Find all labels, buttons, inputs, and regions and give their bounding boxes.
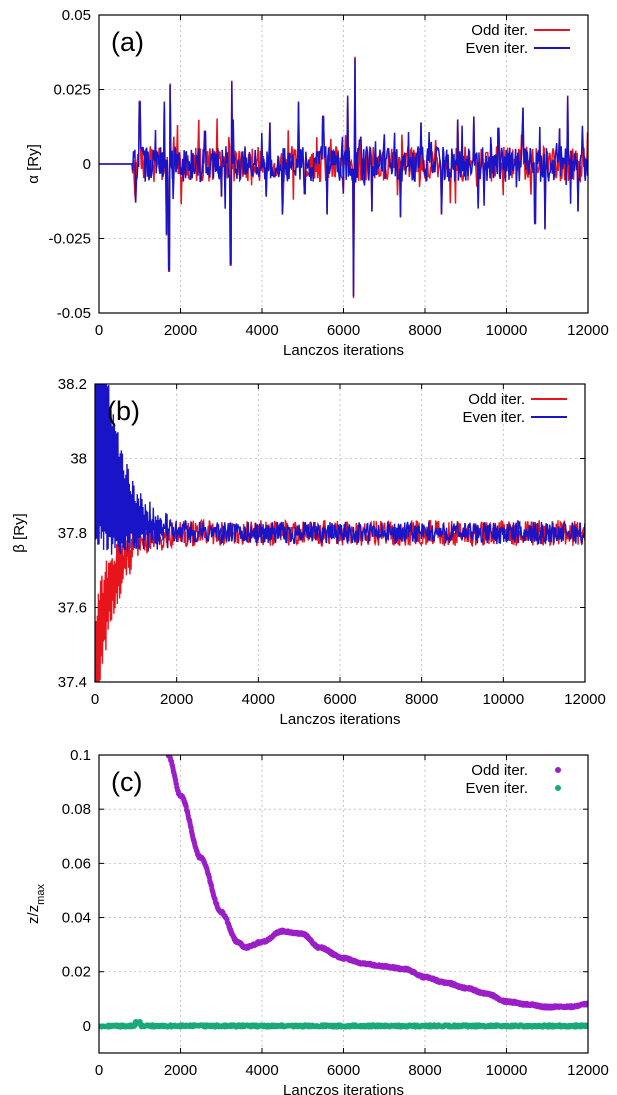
x-tick-label: 2000 <box>164 1062 197 1079</box>
y-tick-label: 37.8 <box>58 525 87 542</box>
panel-label: (c) <box>111 767 142 797</box>
y-tick-label: 0.08 <box>62 801 91 818</box>
legend-label-odd: Odd iter. <box>471 762 528 779</box>
x-axis-title: Lanczos iterations <box>280 711 401 728</box>
legend-label-odd: Odd iter. <box>471 22 528 39</box>
x-tick-label: 8000 <box>408 322 441 339</box>
plot-area <box>99 56 588 299</box>
y-axis-title: β [Ry] <box>11 513 28 552</box>
y-tick-label: -0.05 <box>57 305 91 322</box>
legend-label-odd: Odd iter. <box>468 391 525 408</box>
x-tick-label: 12000 <box>567 1062 609 1079</box>
x-tick-label: 10000 <box>486 1062 528 1079</box>
y-tick-label: 37.4 <box>58 674 87 691</box>
panel-label: (a) <box>111 27 144 57</box>
data-point-odd <box>585 1000 588 1006</box>
x-tick-label: 4000 <box>245 322 278 339</box>
y-tick-label: 38.2 <box>58 376 87 393</box>
legend-marker-even <box>555 785 561 791</box>
legend-label-even: Even iter. <box>462 409 525 426</box>
y-tick-label: 38 <box>70 451 87 468</box>
x-tick-label: 4000 <box>242 691 275 708</box>
y-tick-label: 37.6 <box>58 600 87 617</box>
plot-frame <box>98 14 589 314</box>
x-tick-label: 0 <box>95 322 103 339</box>
plot-frame <box>98 754 589 1054</box>
x-tick-label: 12000 <box>567 322 609 339</box>
plot-area <box>99 755 588 1030</box>
x-tick-label: 10000 <box>482 691 524 708</box>
x-tick-label: 6000 <box>323 691 356 708</box>
y-tick-label: 0.02 <box>62 964 91 981</box>
x-tick-label: 2000 <box>164 322 197 339</box>
legend-label-even: Even iter. <box>465 780 528 797</box>
series-line-even <box>99 58 588 297</box>
x-tick-label: 8000 <box>405 691 438 708</box>
y-tick-label: 0.025 <box>53 82 91 99</box>
x-tick-label: 6000 <box>327 322 360 339</box>
x-tick-label: 0 <box>95 1062 103 1079</box>
y-axis-title: α [Ry] <box>25 144 42 184</box>
plot-area <box>95 384 585 682</box>
y-tick-label: 0.04 <box>62 910 91 927</box>
series-line-even <box>95 384 585 555</box>
y-tick-label: 0 <box>83 156 91 173</box>
x-tick-label: 8000 <box>408 1062 441 1079</box>
legend-marker-odd <box>555 767 561 773</box>
x-tick-label: 4000 <box>245 1062 278 1079</box>
chart-panel-2: 0 2000 4000 6000 8000 10000 12000 37.4 37.6 37.8 3… <box>11 376 606 728</box>
panel-label: (b) <box>107 396 140 426</box>
x-tick-label: 6000 <box>327 1062 360 1079</box>
x-tick-label: 10000 <box>486 322 528 339</box>
data-point-even <box>585 1023 588 1029</box>
plot-frame <box>94 383 586 683</box>
y-tick-label: 0.05 <box>62 7 91 24</box>
y-axis-title: z/zmax <box>25 884 47 924</box>
y-tick-label: 0 <box>83 1018 91 1035</box>
x-axis-title: Lanczos iterations <box>283 342 404 359</box>
chart-panel-3: 0 2000 4000 6000 8000 10000 12000 0 0.02 0.04 0.06… <box>25 747 609 1095</box>
x-tick-label: 12000 <box>564 691 606 708</box>
y-tick-label: 0.1 <box>70 747 91 764</box>
x-tick-label: 2000 <box>160 691 193 708</box>
x-axis-title: Lanczos iterations <box>283 1082 404 1095</box>
y-tick-label: -0.025 <box>48 231 91 248</box>
y-tick-label: 0.06 <box>62 855 91 872</box>
x-tick-label: 0 <box>91 691 99 708</box>
chart-panel-1: 0 2000 4000 6000 8000 10000 12000 -0.05 -0.025 0 0… <box>25 7 609 359</box>
legend-label-even: Even iter. <box>465 40 528 57</box>
